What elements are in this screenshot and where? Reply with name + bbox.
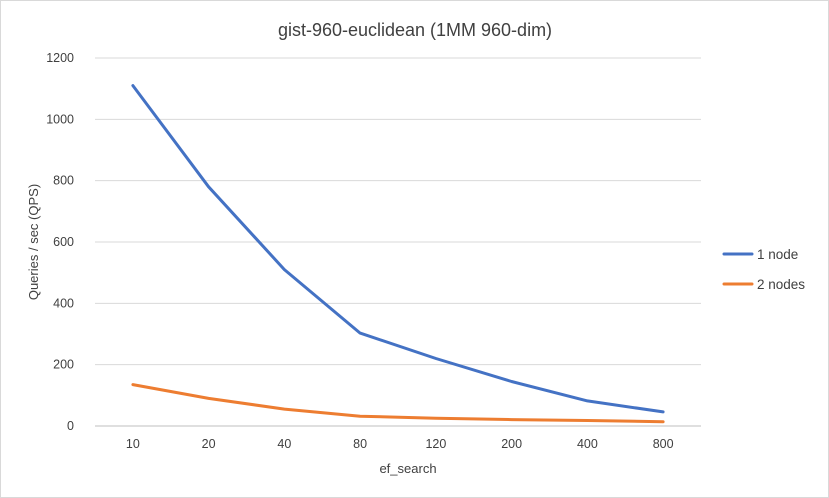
x-axis-label: ef_search — [379, 461, 436, 476]
x-tick-label: 10 — [126, 437, 140, 451]
y-tick-label: 600 — [53, 235, 74, 249]
legend-label-1: 1 node — [757, 247, 798, 262]
y-axis-ticks: 0 200 400 600 800 1000 1200 — [46, 51, 74, 433]
y-tick-label: 1000 — [46, 112, 74, 126]
legend-label-2: 2 nodes — [757, 277, 805, 292]
y-tick-label: 400 — [53, 296, 74, 310]
x-tick-label: 120 — [425, 437, 446, 451]
y-tick-label: 1200 — [46, 51, 74, 65]
y-tick-label: 200 — [53, 358, 74, 372]
series-line-1 — [131, 84, 665, 414]
series-lines — [131, 84, 665, 424]
x-axis-ticks: 10 20 40 80 120 200 400 800 — [126, 437, 674, 451]
y-tick-label: 0 — [67, 419, 74, 433]
x-tick-label: 20 — [202, 437, 216, 451]
x-tick-label: 800 — [653, 437, 674, 451]
x-tick-label: 200 — [501, 437, 522, 451]
gridlines — [95, 57, 701, 427]
y-axis-label: Queries / sec (QPS) — [26, 184, 41, 300]
x-tick-label: 400 — [577, 437, 598, 451]
y-tick-label: 800 — [53, 174, 74, 188]
x-tick-label: 40 — [277, 437, 291, 451]
series-line-2 — [131, 383, 665, 424]
chart-title: gist-960-euclidean (1MM 960-dim) — [278, 20, 552, 40]
x-tick-label: 80 — [353, 437, 367, 451]
legend: 1 node 2 nodes — [722, 247, 805, 292]
